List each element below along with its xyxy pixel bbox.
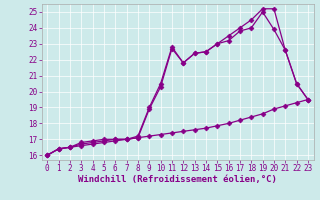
X-axis label: Windchill (Refroidissement éolien,°C): Windchill (Refroidissement éolien,°C) — [78, 175, 277, 184]
